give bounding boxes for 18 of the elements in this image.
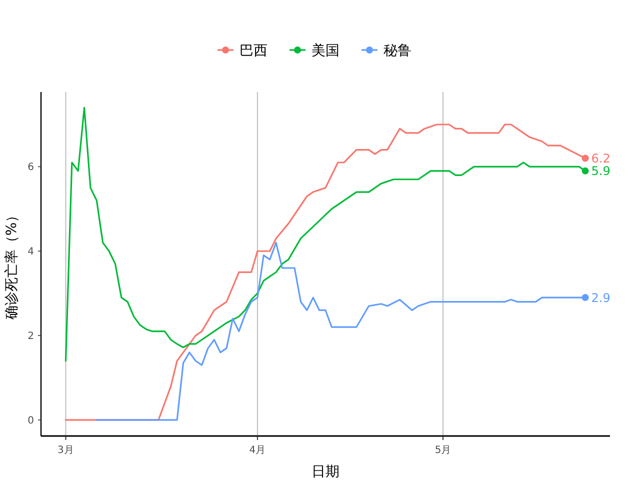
legend-label: 秘鲁 <box>384 42 412 59</box>
point <box>582 167 589 174</box>
x-axis-title: 日期 <box>312 464 340 480</box>
legend-label: 美国 <box>312 42 340 59</box>
annotation: 5.9 <box>591 164 610 178</box>
y-tick-label: 6 <box>28 162 34 174</box>
x-tick-label: 4月 <box>249 445 266 456</box>
y-tick-label: 4 <box>28 246 34 258</box>
point <box>582 154 589 162</box>
annotation: 2.9 <box>591 290 610 305</box>
y-tick-label: 2 <box>28 331 34 342</box>
y-axis-title: 确诊死亡率（%） <box>4 208 20 321</box>
legend-label: 巴西 <box>240 42 268 59</box>
y-tick-label: 0 <box>28 415 34 426</box>
annotation: 6.2 <box>591 151 610 166</box>
x-tick-label: 5月 <box>434 445 452 456</box>
point <box>582 294 589 302</box>
x-tick-label: 3月 <box>58 445 74 456</box>
